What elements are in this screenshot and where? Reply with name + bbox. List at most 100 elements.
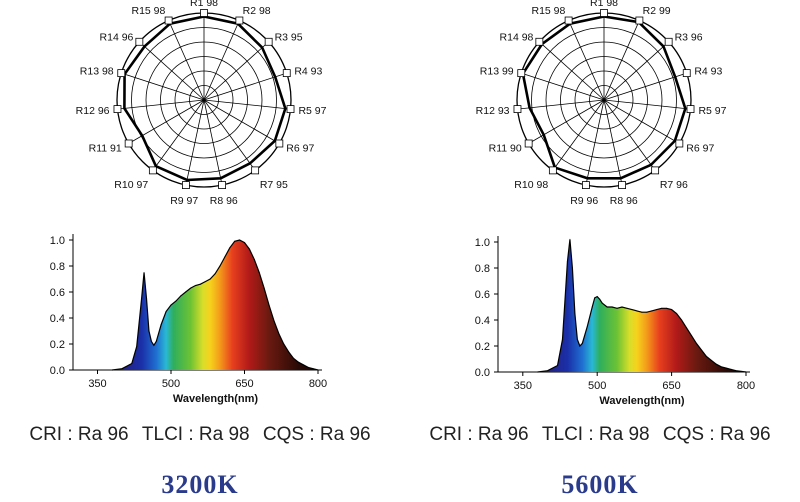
x-tick-label: 650 xyxy=(662,380,680,392)
spectrum-point xyxy=(566,260,569,263)
cri-marker xyxy=(564,16,573,25)
grid-spoke xyxy=(117,99,205,110)
grid-spoke xyxy=(168,20,205,101)
spectrum-point xyxy=(556,364,559,367)
spectrum-point xyxy=(656,309,658,311)
spectrum-point xyxy=(579,345,581,347)
spectrum-chart: 0.0 0.2 0.4 0.6 0.8 1.0 350 500 650 800 Wavelength… xyxy=(50,234,327,405)
charts-3200k: R1 98 R2 98 R3 95 R4 93 R5 97 R6 97 R7 95 R8 96… xyxy=(50,0,327,405)
y-tick-label: 0.6 xyxy=(50,287,65,299)
spectrum-point xyxy=(143,271,145,274)
spectrum-point xyxy=(576,338,578,341)
spectrum-chart: 0.0 0.2 0.4 0.6 0.8 1.0 350 500 650 800 Wavelength… xyxy=(475,236,755,407)
grid-spoke xyxy=(603,99,691,110)
x-tick-label: 350 xyxy=(514,380,532,392)
grid-spoke xyxy=(539,41,605,101)
panel-5600k: R1 98 R2 99 R3 96 R4 93 R5 97 R6 97 R7 96 R8 96… xyxy=(400,0,800,502)
spectrum-point xyxy=(155,340,157,342)
cri-label-r10: R10 97 xyxy=(114,179,148,191)
cri-marker xyxy=(124,139,133,148)
cri-marker xyxy=(148,166,157,175)
spectrum-point xyxy=(569,238,571,240)
spectrum-curve xyxy=(112,239,319,371)
spectrum-point xyxy=(263,287,265,289)
y-tick-label: 0.6 xyxy=(475,289,490,301)
spectrum-point xyxy=(268,304,270,306)
spectrum-point xyxy=(239,239,241,241)
cri-polygon xyxy=(123,15,287,182)
spectrum-point xyxy=(253,258,255,261)
cri-polygon xyxy=(521,15,687,180)
spectrum-point xyxy=(317,369,319,371)
cri-label-r12: R12 96 xyxy=(76,105,110,117)
spectrum-point xyxy=(685,327,688,329)
spectrum-point xyxy=(601,302,603,304)
y-tick-label: 0.4 xyxy=(475,315,490,327)
x-tick-label: 500 xyxy=(588,380,606,392)
x-axis-label: Wavelength(nm) xyxy=(599,395,684,407)
cri-label-r1: R1 98 xyxy=(190,0,218,9)
grid-spoke xyxy=(185,99,205,186)
cri-marker xyxy=(548,166,557,175)
spectrum-point xyxy=(561,338,564,341)
spectrum-point xyxy=(194,284,197,287)
spectrum-point xyxy=(141,297,143,300)
cri-label-r2: R2 99 xyxy=(643,5,671,17)
cri-marker xyxy=(535,37,544,46)
grid-spoke xyxy=(203,99,291,110)
spectrum-point xyxy=(258,271,260,274)
spectrum-point xyxy=(302,364,304,366)
cri-label-r6: R6 97 xyxy=(686,143,714,155)
cri-marker xyxy=(651,166,660,175)
grid-spoke xyxy=(203,20,240,101)
grid-spoke xyxy=(603,99,680,144)
spectrum-point xyxy=(165,310,167,313)
cri-marker xyxy=(182,181,190,189)
spectrum-point xyxy=(229,247,231,249)
spectrum-point xyxy=(574,312,576,315)
cri-label-r15: R15 98 xyxy=(132,5,166,17)
spectrum-point xyxy=(651,310,653,312)
spectrum-point xyxy=(204,281,206,283)
cri-label-r7: R7 96 xyxy=(660,179,688,191)
spectrum-point xyxy=(297,361,299,363)
cri-label-r14: R14 96 xyxy=(100,31,134,43)
cri-label-r4: R4 93 xyxy=(294,66,322,78)
cri-marker xyxy=(682,69,691,78)
spectrum-point xyxy=(199,283,201,285)
spectrum-point xyxy=(661,307,663,309)
cri-label-r3: R3 96 xyxy=(675,31,703,43)
y-tick-label: 0.0 xyxy=(50,365,65,377)
spectrum-point xyxy=(547,370,549,372)
grid-spoke xyxy=(568,20,605,101)
y-tick-label: 1.0 xyxy=(475,237,490,249)
spectrum-point xyxy=(145,297,148,300)
spectrum-point xyxy=(190,287,192,289)
cri-marker xyxy=(218,181,226,189)
spectrum-point xyxy=(715,363,717,365)
grid-spoke xyxy=(203,99,280,144)
x-axis-label: Wavelength(nm) xyxy=(173,393,258,405)
grid-spoke xyxy=(203,72,287,101)
y-tick-label: 0.2 xyxy=(50,339,65,351)
spectrum-point xyxy=(160,323,162,326)
spectrum-point xyxy=(111,369,113,371)
cri-radar-chart: R1 98 R2 99 R3 96 R4 93 R5 97 R6 97 R7 96 R8 96… xyxy=(476,0,727,207)
x-tick-label: 800 xyxy=(737,380,755,392)
spectrum-point xyxy=(705,355,707,357)
spectrum-point xyxy=(666,307,668,309)
y-tick-label: 0.8 xyxy=(50,261,65,273)
cri-label-r11: R11 90 xyxy=(489,143,522,155)
cri-marker xyxy=(517,69,526,78)
cri-marker xyxy=(524,139,533,148)
spectrum-point xyxy=(710,359,712,361)
spectrum-point xyxy=(288,351,290,353)
spectrum-point xyxy=(646,311,648,313)
spectrum-point xyxy=(292,357,295,359)
spectrum-point xyxy=(626,307,628,309)
y-tick-label: 1.0 xyxy=(50,235,65,247)
spectrum-point xyxy=(180,295,182,297)
charts-5600k: R1 98 R2 99 R3 96 R4 93 R5 97 R6 97 R7 96 R8 96… xyxy=(475,0,755,407)
spectrum-point xyxy=(611,306,613,308)
panel-3200k: R1 98 R2 98 R3 95 R4 93 R5 97 R6 97 R7 95 R8 96… xyxy=(29,0,370,499)
